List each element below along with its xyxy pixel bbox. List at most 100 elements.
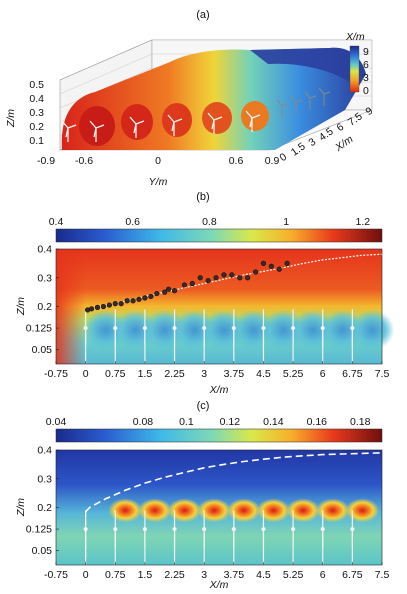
panel-a-y-label: Y/m [149, 176, 168, 188]
b-y-tick: 0.05 [32, 344, 53, 356]
panel-c-x-ticks: -0.75 0 0.75 1.5 2.25 3 3.75 4.5 5.25 6 6.75 7.5 [44, 562, 389, 581]
panel-a-z-tick: 0.1 [29, 135, 44, 147]
panel-c-turbulence-peak [345, 498, 380, 523]
c-y-tick: 0.125 [26, 524, 52, 536]
panel-c-y-ticks: 0.4 0.3 0.2 0.125 0.05 [26, 445, 59, 557]
panel-c-turbulence-peak [197, 498, 232, 523]
c-colorbar-tick: 0.18 [350, 416, 371, 428]
panel-a-y-tick: 0 [155, 155, 161, 167]
panel-b-measured-point [245, 275, 251, 281]
panel-a-label: (a) [196, 9, 209, 21]
panel-b-measured-point [268, 263, 274, 269]
c-colorbar-tick: 0.16 [307, 416, 328, 428]
panel-b-measured-point [205, 278, 211, 284]
c-x-tick: 4.5 [256, 569, 271, 581]
panel-a-3d-surface [59, 39, 373, 151]
panel-b-measured-point [252, 269, 259, 275]
c-turbine [320, 510, 325, 565]
b-x-tick: -0.75 [44, 368, 68, 380]
panel-b-measured-point [284, 260, 290, 266]
panel-c-colorbar [55, 428, 383, 443]
c-y-tick: 0.3 [37, 473, 52, 485]
panel-b-wake-deficit [350, 310, 395, 351]
b-y-tick: 0.4 [37, 244, 52, 256]
c-y-tick: 0.2 [37, 502, 52, 514]
panel-c-wake-regions [108, 498, 380, 523]
b-x-tick: 5.25 [283, 368, 304, 380]
c-colorbar-tick: 0.04 [46, 416, 67, 428]
c-x-tick: 5.25 [283, 569, 304, 581]
c-x-tick: 2.25 [164, 569, 185, 581]
panel-b-measured-point [142, 295, 148, 301]
panel-a-colorbar-tick: 3 [363, 72, 369, 84]
panel-c-turbines [83, 510, 355, 565]
b-x-tick: 0.75 [105, 368, 126, 380]
panel-b-measured-points [85, 260, 290, 313]
panel-b-turbines [83, 309, 355, 364]
c-x-tick: 0.75 [105, 569, 126, 581]
panel-c-turbulence-peak [167, 498, 202, 523]
panel-c-colorbar-ticks: 0.04 0.08 0.1 0.12 0.14 0.16 0.18 [46, 416, 371, 428]
b-colorbar-tick: 1.2 [356, 216, 371, 228]
panel-a-z-tick: 0.5 [29, 79, 44, 91]
panel-a-x-tick: 6 [334, 121, 346, 134]
panel-b-measured-point [229, 272, 235, 278]
c-turbine [142, 510, 148, 565]
panel-b-x-ticks: -0.75 0 0.75 1.5 2.25 3 3.75 4.5 5.25 6 6.75 7.5 [44, 361, 389, 380]
panel-b-measured-point [221, 272, 227, 278]
b-x-tick: 6.75 [342, 368, 363, 380]
b-turbine [320, 309, 325, 364]
b-turbine [142, 309, 148, 364]
panel-a-wake-bulges [79, 101, 269, 146]
b-x-tick: 4.5 [256, 368, 271, 380]
b-x-tick: 7.5 [375, 368, 390, 380]
panel-c-turbulence-peak [256, 498, 291, 523]
b-turbine [290, 309, 296, 364]
panel-b-label: (b) [196, 191, 209, 203]
c-x-tick: 3.75 [224, 569, 245, 581]
panel-b-boundary-line [85, 253, 383, 312]
panel-c-turbulence-peak [315, 498, 350, 523]
b-x-tick: 3.75 [224, 368, 245, 380]
c-x-tick: 7.5 [375, 569, 390, 581]
b-x-tick: 0 [83, 368, 89, 380]
b-y-tick: 0.125 [26, 323, 52, 335]
panel-a-y-tick: 0.6 [229, 155, 244, 167]
panel-a-x-label: X/m [332, 133, 355, 154]
c-colorbar-tick: 0.12 [220, 416, 241, 428]
panel-a-turbines [61, 110, 261, 142]
c-colorbar-tick: 0.08 [133, 416, 154, 428]
panel-a-colorbar-label: X/m [345, 31, 365, 43]
panel-a-x-tick: 1.5 [289, 140, 308, 158]
panel-a-z-tick: 0.2 [29, 121, 44, 133]
panel-a-z-tick: 0.3 [29, 107, 44, 119]
c-y-tick: 0.05 [32, 545, 53, 557]
panel-b-measured-point [130, 298, 136, 304]
panel-b-measured-point [181, 282, 188, 288]
b-x-tick: 2.25 [164, 368, 185, 380]
b-turbine [83, 309, 88, 364]
panel-a-z-label: Z/m [5, 109, 17, 128]
panel-b-measured-point [276, 266, 282, 272]
panel-b-measured-point [213, 275, 219, 281]
c-x-tick: 3 [201, 569, 207, 581]
b-turbine [113, 309, 118, 364]
panel-a-y-tick: 0.9 [265, 155, 280, 167]
c-turbine [172, 510, 177, 565]
panel-b-measured-point [197, 275, 203, 281]
panel-b-measured-point [237, 275, 243, 281]
panel-b-measured-point [88, 306, 95, 312]
panel-c-turbulence-peak [226, 498, 261, 523]
b-turbine [231, 309, 236, 364]
panel-a-z-tick: 0.4 [29, 93, 44, 105]
b-y-tick: 0.2 [37, 301, 52, 313]
panel-b-y-label: Z/m [15, 297, 27, 316]
b-turbine [172, 309, 177, 364]
panel-b-measured-point [260, 260, 267, 266]
panel-c-y-label: Z/m [15, 498, 27, 517]
panel-a-x-tick: 9 [363, 105, 375, 118]
panel-b-measured-point [189, 280, 195, 287]
panel-b-measured-point [166, 286, 172, 292]
panel-b-measured-point [162, 289, 168, 295]
